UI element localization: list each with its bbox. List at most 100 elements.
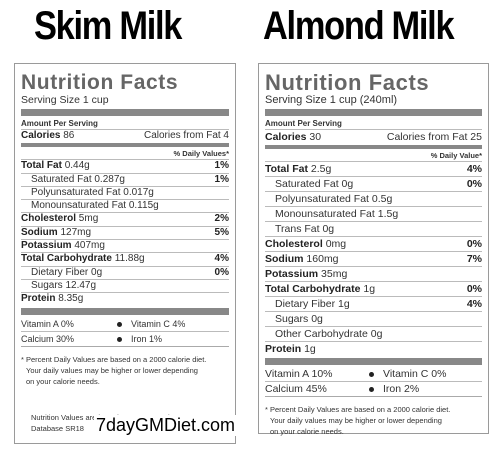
daily-values-header: % Daily Values*: [173, 149, 229, 159]
nutrient-row: Sugars 12.47g: [21, 278, 229, 292]
amount-per-serving: Amount Per Serving: [265, 119, 342, 128]
bullet-icon: [117, 321, 122, 327]
mineral-row: Calcium 45% Iron 2%: [265, 381, 482, 396]
iron: Iron 1%: [131, 333, 163, 344]
nutrient-label: Sodium: [21, 226, 58, 238]
mineral-row: Calcium 30% Iron 1%: [21, 330, 229, 346]
vitamin-a: Vitamin A 0%: [21, 318, 74, 329]
nutrient-label: Dietary Fiber: [31, 266, 89, 278]
nutrient-label: Protein: [265, 343, 302, 355]
bullet-icon: [369, 386, 374, 392]
nutrient-row: Monounsaturated Fat 1.5g: [265, 206, 482, 221]
nutrient-row: Cholesterol 5mg 2%: [21, 212, 229, 225]
nutrient-row: Potassium 407mg: [21, 239, 229, 252]
nutrient-label: Polyunsaturated Fat: [31, 186, 121, 198]
nutrient-value: 0g: [311, 313, 323, 325]
nutrient-value: 160mg: [306, 253, 339, 265]
nutrient-row: Sodium 160mg 7%: [265, 251, 482, 266]
thick-divider: [21, 307, 229, 315]
nutrient-label: Total Fat: [21, 160, 62, 172]
thick-divider: [265, 358, 482, 365]
nutrient-row: Total Carbohydrate 11.88g 4%: [21, 252, 229, 265]
medium-divider: [265, 145, 482, 149]
footnote-line: on your calorie needs.: [26, 376, 100, 386]
nutrient-value: 2.5g: [310, 163, 332, 175]
nutrient-value: 12.47g: [65, 279, 97, 291]
nutrient-row: Other Carbohydrate 0g: [265, 326, 482, 341]
nutrient-value: 0g: [370, 328, 383, 340]
nutrient-label: Total Fat: [265, 163, 308, 175]
vitamin-c: Vitamin C 0%: [383, 368, 447, 380]
nutrient-value: 0mg: [325, 238, 347, 250]
nutrient-row: Polyunsaturated Fat 0.5g: [265, 191, 482, 206]
nutrient-value: 1g: [338, 298, 350, 310]
nutrient-row: Polyunsaturated Fat 0.017g: [21, 185, 229, 199]
nutrient-value: 1g: [304, 343, 316, 355]
footnote-line: on your calorie needs.: [270, 427, 344, 436]
nutrient-value: 0.44g: [64, 160, 90, 172]
calories-from-fat: Calories from Fat 25: [386, 131, 482, 143]
nutrient-value: 0g: [322, 223, 335, 235]
nutrient-label: Cholesterol: [21, 213, 77, 225]
thick-divider: [265, 109, 482, 116]
calories-row: Calories 30 Calories from Fat 25: [265, 129, 482, 144]
bullet-icon: [117, 336, 122, 342]
calories-value: 86: [63, 130, 75, 141]
nutrient-label: Monounsaturated Fat: [275, 208, 375, 220]
nutrient-row: Potassium 35mg: [265, 266, 482, 281]
nutrient-label: Protein: [21, 293, 56, 305]
nutrient-row: Dietary Fiber 1g 4%: [265, 296, 482, 311]
daily-value-percent: 1%: [214, 173, 229, 185]
nutrient-label: Potassium: [21, 240, 72, 252]
nutrient-label: Other Carbohydrate: [275, 328, 368, 340]
vitamin-row: Vitamin A 0% Vitamin C 4%: [21, 317, 229, 331]
nutrient-label: Dietary Fiber: [275, 298, 336, 310]
iron: Iron 2%: [383, 383, 420, 395]
serving-size: Serving Size 1 cup (240ml): [265, 94, 398, 106]
nutrient-row: Dietary Fiber 0g 0%: [21, 265, 229, 279]
thick-divider: [21, 109, 229, 116]
vitamin-a: Vitamin A 10%: [265, 368, 333, 380]
nutrient-value: 0g: [341, 178, 354, 190]
nutrient-label: Total Carbohydrate: [21, 253, 112, 265]
nutrient-value: 35mg: [321, 268, 348, 280]
nutrient-row: Sugars 0g: [265, 311, 482, 326]
nutrient-value: 0.5g: [371, 193, 393, 205]
footnote-line: Your daily values may be higher or lower…: [270, 416, 442, 425]
almond-milk-nutrition-panel: Nutrition Facts Serving Size 1 cup (240m…: [258, 63, 489, 437]
bullet-icon: [369, 371, 374, 377]
nutrient-row: Saturated Fat 0.287g 1%: [21, 172, 229, 186]
footnote: * Percent Daily Values are based on a 20…: [265, 404, 482, 437]
nutrient-row: Sodium 127mg 5%: [21, 225, 229, 239]
daily-value-percent: 0%: [214, 266, 229, 278]
nutrient-label: Sugars: [31, 279, 63, 291]
nutrient-row: Protein 1g: [265, 341, 482, 356]
nutrient-label: Sodium: [265, 253, 304, 265]
nutrient-label: Saturated Fat: [275, 178, 339, 190]
daily-values-header: % Daily Value*: [430, 151, 482, 160]
calories-label: Calories: [265, 131, 307, 143]
nutrient-value: 11.88g: [114, 253, 145, 265]
daily-value-percent: 4%: [466, 298, 482, 310]
daily-value-percent: 0%: [466, 283, 482, 295]
nutrition-facts-title: Nutrition Facts: [21, 71, 179, 94]
nutrient-value: 8.35g: [58, 293, 84, 305]
footnote-line: * Percent Daily Values are based on a 20…: [21, 354, 207, 364]
calcium: Calcium 45%: [265, 383, 327, 395]
nutrient-label: Polyunsaturated Fat: [275, 193, 369, 205]
calcium: Calcium 30%: [21, 333, 75, 344]
calories-from-fat: Calories from Fat 4: [143, 130, 229, 141]
nutrient-rows: Total Fat 2.5g 4% Saturated Fat 0g 0% Polyun…: [265, 161, 482, 356]
daily-value-percent: 4%: [466, 163, 482, 175]
nutrient-value: 407mg: [74, 240, 105, 252]
daily-value-percent: 1%: [214, 160, 229, 172]
nutrient-label: Sugars: [275, 313, 309, 325]
calories-value: 30: [309, 131, 322, 143]
medium-divider: [21, 143, 229, 148]
nutrient-value: 5mg: [78, 213, 99, 225]
daily-value-percent: 0%: [466, 178, 482, 190]
calories-label: Calories: [21, 130, 61, 141]
nutrient-label: Potassium: [265, 268, 319, 280]
nutrient-value: 127mg: [60, 226, 92, 238]
footnote: * Percent Daily Values are based on a 20…: [21, 354, 229, 387]
